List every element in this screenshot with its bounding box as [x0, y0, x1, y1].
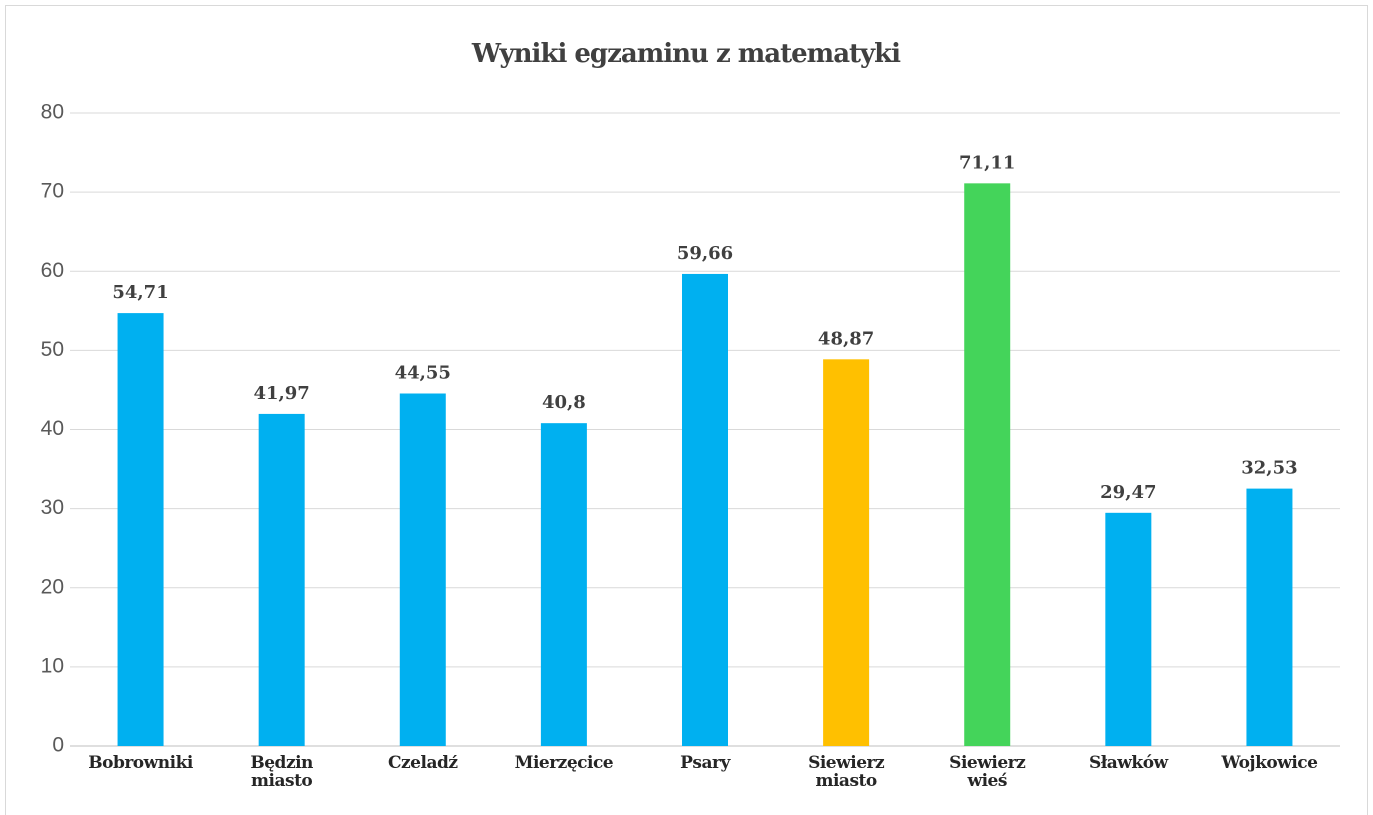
bar [540, 423, 587, 746]
x-tick-label: Sławków [1088, 753, 1168, 773]
x-tick-label: Bobrowniki [88, 753, 193, 773]
y-tick-label: 50 [41, 338, 64, 361]
data-label: 71,11 [959, 152, 1015, 173]
bar [117, 313, 164, 746]
data-label: 29,47 [1100, 482, 1156, 503]
bar [1105, 512, 1152, 746]
bar [258, 413, 305, 746]
data-label: 59,66 [677, 243, 733, 264]
y-tick-label: 10 [41, 654, 64, 677]
y-tick-label: 40 [41, 417, 64, 440]
x-tick-label: Siewierz miasto [808, 753, 885, 791]
x-tick-label: Psary [680, 753, 730, 773]
chart-border [5, 5, 1368, 815]
bar [682, 273, 728, 746]
data-label: 32,53 [1241, 458, 1297, 479]
data-label: 41,97 [253, 383, 309, 404]
data-label: 40,8 [542, 392, 586, 413]
chart-title: Wyniki egzaminu z matematyki [471, 39, 901, 69]
data-label: 54,71 [112, 282, 168, 303]
y-tick-label: 30 [41, 496, 64, 519]
x-tick-label: Wojkowice [1221, 753, 1318, 773]
data-label: 48,87 [818, 328, 874, 349]
x-tick-label: Mierzęcice [514, 753, 614, 773]
x-tick-label: Czeladź [388, 753, 458, 773]
x-tick-label: Będzin miasto [250, 753, 313, 791]
bar [399, 393, 446, 746]
bar [823, 359, 870, 746]
data-label: 44,55 [395, 362, 451, 383]
x-tick-label: Siewierz wieś [949, 753, 1026, 791]
bar [1246, 488, 1293, 746]
y-tick-label: 0 [52, 734, 64, 757]
y-tick-label: 20 [41, 575, 64, 598]
y-tick-label: 80 [41, 101, 64, 124]
bar [964, 183, 1011, 746]
y-tick-label: 60 [41, 259, 64, 282]
y-tick-label: 70 [41, 180, 64, 203]
